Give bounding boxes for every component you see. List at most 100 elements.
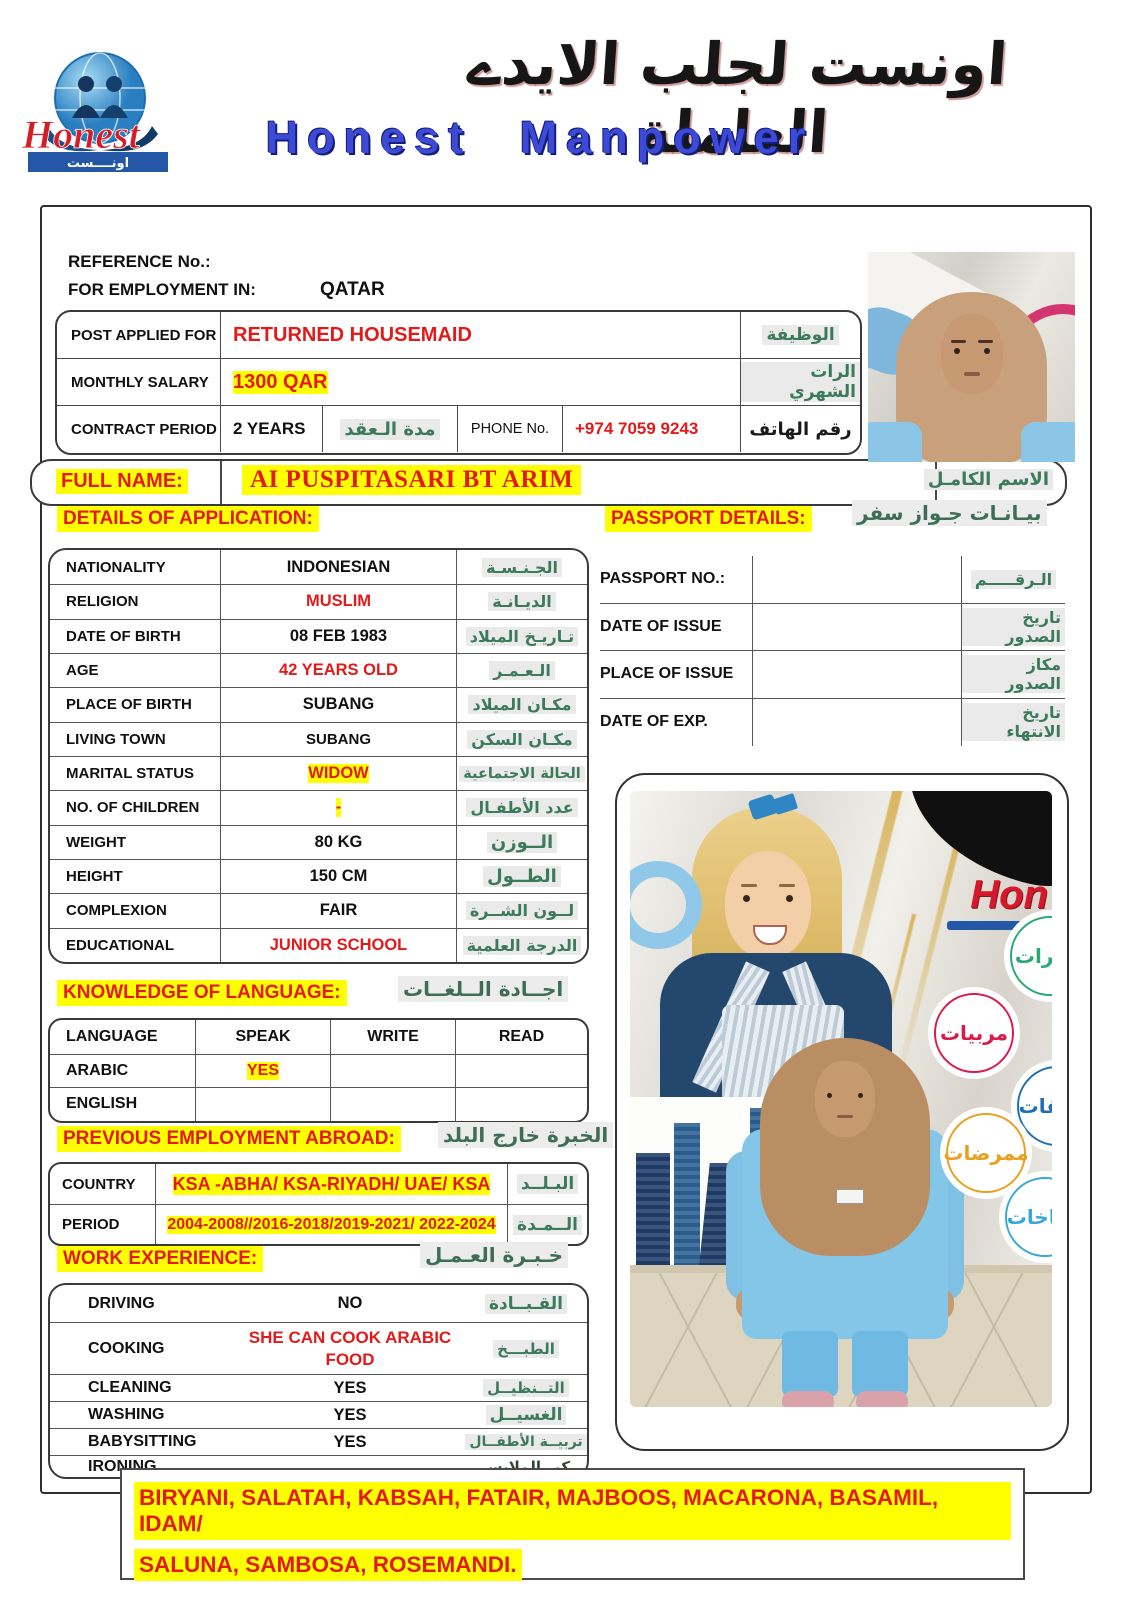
row-value: 2004-2008//2016-2018/2019-2021/ 2022-202…: [155, 1205, 507, 1244]
phone-label: PHONE No.: [457, 406, 562, 452]
salary-label: MONTHLY SALARY: [71, 373, 209, 391]
logo-honest-text: Honest: [21, 112, 142, 157]
read-value: [455, 1054, 587, 1088]
table-row: LIVING TOWN SUBANG مكـان السكن: [50, 721, 587, 756]
row-label: MARITAL STATUS: [66, 765, 195, 783]
arabic-label: الـرقـــــم: [970, 569, 1057, 589]
row-arabic: الحالة الاجتماعية: [457, 757, 587, 790]
row-arabic: التــنظيــل: [465, 1379, 587, 1397]
write-value: [330, 1088, 455, 1121]
language-title-arabic: اجــادة الــلغــات: [398, 976, 569, 1002]
row-label: CLEANING: [88, 1379, 172, 1396]
badge-label: ممرضات: [943, 1141, 1029, 1165]
logo-graphic: Honest اونــــست: [21, 52, 168, 172]
arabic-label: القـبــادة: [485, 1293, 567, 1314]
building: [674, 1123, 700, 1273]
hand-left-icon: [42, 126, 98, 152]
post-applied-label: POST APPLIED FOR: [71, 326, 217, 344]
applicant-fullbody-photo-frame: Hon: [615, 773, 1069, 1451]
table-header-row: LANGUAGE SPEAK WRITE READ: [50, 1020, 587, 1054]
row-label: PASSPORT NO.:: [600, 570, 726, 588]
arabic-label: عدد الأطفـال: [466, 798, 578, 818]
mouth: [753, 925, 787, 945]
table-row: WEIGHT 80 KG الــوزن: [50, 824, 587, 859]
table-row: RELIGION MUSLIM الديـانـة: [50, 584, 587, 619]
row-arabic: البـلــد: [507, 1164, 587, 1204]
arabic-label: مكـان الميلاد: [468, 695, 576, 715]
applicant-headshot-photo: [868, 252, 1075, 462]
badge-label: طباخات: [1006, 1205, 1052, 1229]
logo-ribbon: [28, 152, 168, 172]
contract-value: 2 YEARS: [220, 406, 322, 452]
applicant-name-tag: [836, 1189, 864, 1204]
row-arabic: الـرقـــــم: [962, 556, 1065, 603]
work-experience-title-arabic: خـبـرة العـمـل: [420, 1242, 569, 1268]
row-value: FAIR: [220, 894, 457, 928]
table-row: PLACE OF BIRTH SUBANG مكـان الميلاد: [50, 687, 587, 722]
agency-logo: Honest اونــــست: [8, 48, 188, 178]
reference-label: REFERENCE No.:: [68, 252, 211, 271]
arabic-label: مكاز الصدور: [962, 655, 1065, 694]
eye: [954, 348, 960, 354]
row-label: DATE OF EXP.: [600, 713, 708, 731]
row-value: KSA -ABHA/ KSA-RIYADH/ UAE/ KSA: [155, 1164, 507, 1204]
honest-poster-logo: Hon: [970, 873, 1048, 917]
arabic-label: الحالة الاجتماعية: [459, 765, 585, 782]
row-arabic: القـبــادة: [465, 1293, 587, 1314]
brow: [978, 340, 993, 343]
column-header: LANGUAGE: [66, 1027, 158, 1045]
table-row: AGE 42 YEARS OLD الـعـمـر: [50, 652, 587, 688]
arabic-label: البـلــد: [516, 1174, 579, 1194]
arabic-label: الــمـدة: [513, 1214, 582, 1235]
table-row: DATE OF BIRTH 08 FEB 1983 تـاريـخ الميلاد: [50, 618, 587, 653]
reference-block: REFERENCE No.: FOR EMPLOYMENT IN: QATAR: [68, 248, 385, 304]
mouth: [837, 1115, 853, 1118]
brow: [951, 340, 966, 343]
arabic-label: الجـنـسـة: [482, 557, 562, 577]
full-name-row: FULL NAME: AI PUSPITASARI BT ARIM الاسم …: [30, 459, 1067, 506]
speak-value: [195, 1088, 330, 1121]
brow: [741, 884, 757, 887]
arabic-label: الــوزن: [486, 831, 558, 853]
post-table: POST APPLIED FOR RETURNED HOUSEMAID الوظ…: [55, 310, 862, 455]
shoulder: [868, 422, 922, 462]
row-label: COMPLEXION: [66, 902, 167, 920]
row-arabic: الديـانـة: [457, 585, 587, 618]
row-value: 42 YEARS OLD: [220, 653, 457, 688]
arabic-label: الرات الشهري: [741, 362, 860, 402]
value-highlight: KSA -ABHA/ KSA-RIYADH/ UAE/ KSA: [172, 1173, 491, 1195]
table-row: DATE OF ISSUE تاريخ الصدور: [600, 603, 1065, 651]
cooking-skills-note: BIRYANI, SALATAH, KABSAH, FATAIR, MAJBOO…: [120, 1468, 1025, 1581]
row-value: -: [220, 791, 457, 825]
arabic-label: الاسم الكامـل: [923, 469, 1053, 490]
arabic-label: الغسيــل: [485, 1405, 567, 1425]
row-label: PLACE OF BIRTH: [66, 696, 192, 714]
row-arabic: تـاريـخ الميلاد: [457, 620, 587, 653]
divider: [220, 461, 222, 504]
logo-arabic-text: اونــــست: [67, 156, 129, 171]
row-arabic: الغسيــل: [465, 1405, 587, 1425]
eye: [786, 895, 793, 902]
table-row: DATE OF EXP. تاريخ الانتهاء: [600, 698, 1065, 747]
table-row: MONTHLY SALARY 1300 QAR الرات الشهري: [57, 358, 860, 405]
food-note-line: SALUNA, SAMBOSA, ROSEMANDI.: [134, 1549, 522, 1581]
shoulder: [1021, 422, 1075, 462]
brow: [779, 884, 795, 887]
row-label: COUNTRY: [62, 1175, 136, 1193]
column-header: READ: [455, 1020, 587, 1054]
arabic-label: الـعـمـر: [489, 661, 555, 681]
prev-employment-table: COUNTRY KSA -ABHA/ KSA-RIYADH/ UAE/ KSA …: [48, 1162, 589, 1246]
full-name-label: FULL NAME:: [56, 469, 188, 494]
read-value: [455, 1088, 587, 1121]
column-header: WRITE: [330, 1020, 455, 1054]
row-value: [752, 603, 962, 650]
row-arabic: تاريخ الانتهاء: [962, 699, 1065, 747]
row-label: DATE OF ISSUE: [600, 617, 722, 635]
row-value: [752, 698, 962, 746]
row-value: WIDOW: [220, 756, 457, 791]
row-value: 80 KG: [220, 825, 457, 859]
table-row: CONTRACT PERIOD 2 YEARS مدة الـعقد PHONE…: [57, 405, 860, 452]
row-value: 150 CM: [220, 859, 457, 894]
table-row: PASSPORT NO.: الـرقـــــم: [600, 556, 1065, 604]
details-table: NATIONALITY INDONESIAN الجـنـسـة RELIGION M…: [48, 548, 589, 964]
